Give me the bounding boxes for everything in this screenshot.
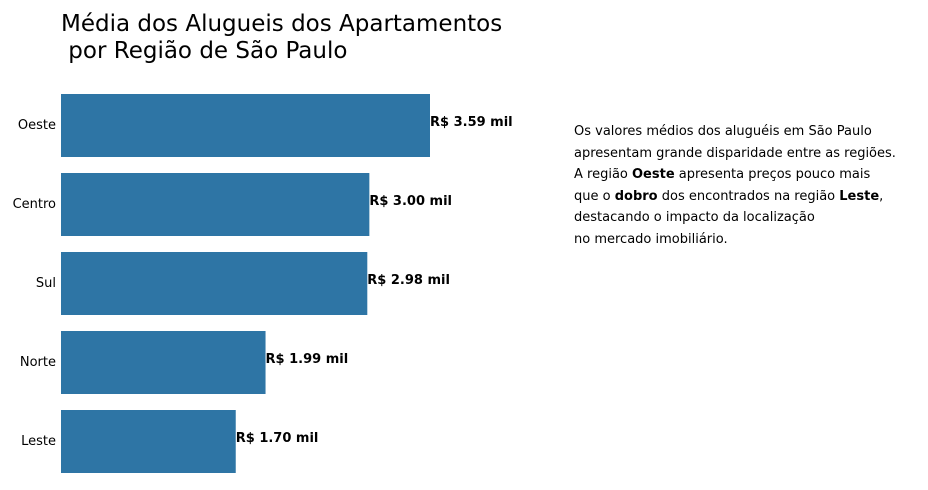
y-tick-label-leste: Leste	[21, 434, 56, 449]
annotation-line: apresentam grande disparidade entre as r…	[574, 143, 924, 165]
y-tick-label-oeste: Oeste	[18, 118, 56, 133]
bar-leste	[61, 410, 236, 473]
annotation-segment: apresentam grande disparidade entre as r…	[574, 145, 896, 161]
annotation-line: Os valores médios dos aluguéis em São Pa…	[574, 121, 924, 143]
annotation-line: destacando o impacto da localização	[574, 207, 924, 229]
annotation-segment: ,	[879, 188, 884, 204]
data-label-norte: R$ 1.99 mil	[266, 352, 349, 367]
annotation-line: que o dobro dos encontrados na região Le…	[574, 186, 924, 208]
data-label-oeste: R$ 3.59 mil	[430, 115, 513, 130]
annotation-emphasis: Oeste	[632, 167, 675, 183]
annotation-segment: que o	[574, 188, 615, 204]
bars: Oeste R$ 3.59 mil Centro R$ 3.00 mil Sul R$ 2…	[13, 94, 513, 473]
annotation-segment: dos encontrados na região	[657, 188, 840, 204]
y-tick-label-norte: Norte	[20, 355, 56, 370]
annotation-segment: Os valores médios dos aluguéis em São Pa…	[574, 124, 872, 139]
bar-centro	[61, 173, 370, 236]
y-tick-label-sul: Sul	[36, 276, 56, 291]
annotation-emphasis: dobro	[614, 188, 658, 204]
annotation-segment: A região	[574, 167, 632, 183]
bar-sul	[61, 252, 368, 315]
bar-norte	[61, 331, 266, 394]
bar-oeste	[61, 94, 430, 157]
annotation-segment: destacando o impacto da localização	[574, 210, 815, 226]
chart-title-line-2: por Região de São Paulo	[61, 38, 347, 64]
annotation-segment: apresenta preços pouco mais	[674, 167, 871, 183]
annotation-line: no mercado imobiliário.	[574, 229, 924, 251]
annotation-line: A região Oeste apresenta preços pouco ma…	[574, 164, 924, 186]
chart-title-line-1: Média dos Alugueis dos Apartamentos	[61, 11, 502, 37]
annotation-text: Os valores médios dos aluguéis em São Pa…	[574, 121, 924, 251]
annotation-segment: no mercado imobiliário.	[574, 231, 728, 247]
data-label-sul: R$ 2.98 mil	[367, 273, 450, 288]
data-label-centro: R$ 3.00 mil	[369, 194, 452, 209]
annotation-emphasis: Leste	[839, 188, 880, 204]
y-tick-label-centro: Centro	[13, 197, 56, 212]
data-label-leste: R$ 1.70 mil	[236, 431, 319, 446]
